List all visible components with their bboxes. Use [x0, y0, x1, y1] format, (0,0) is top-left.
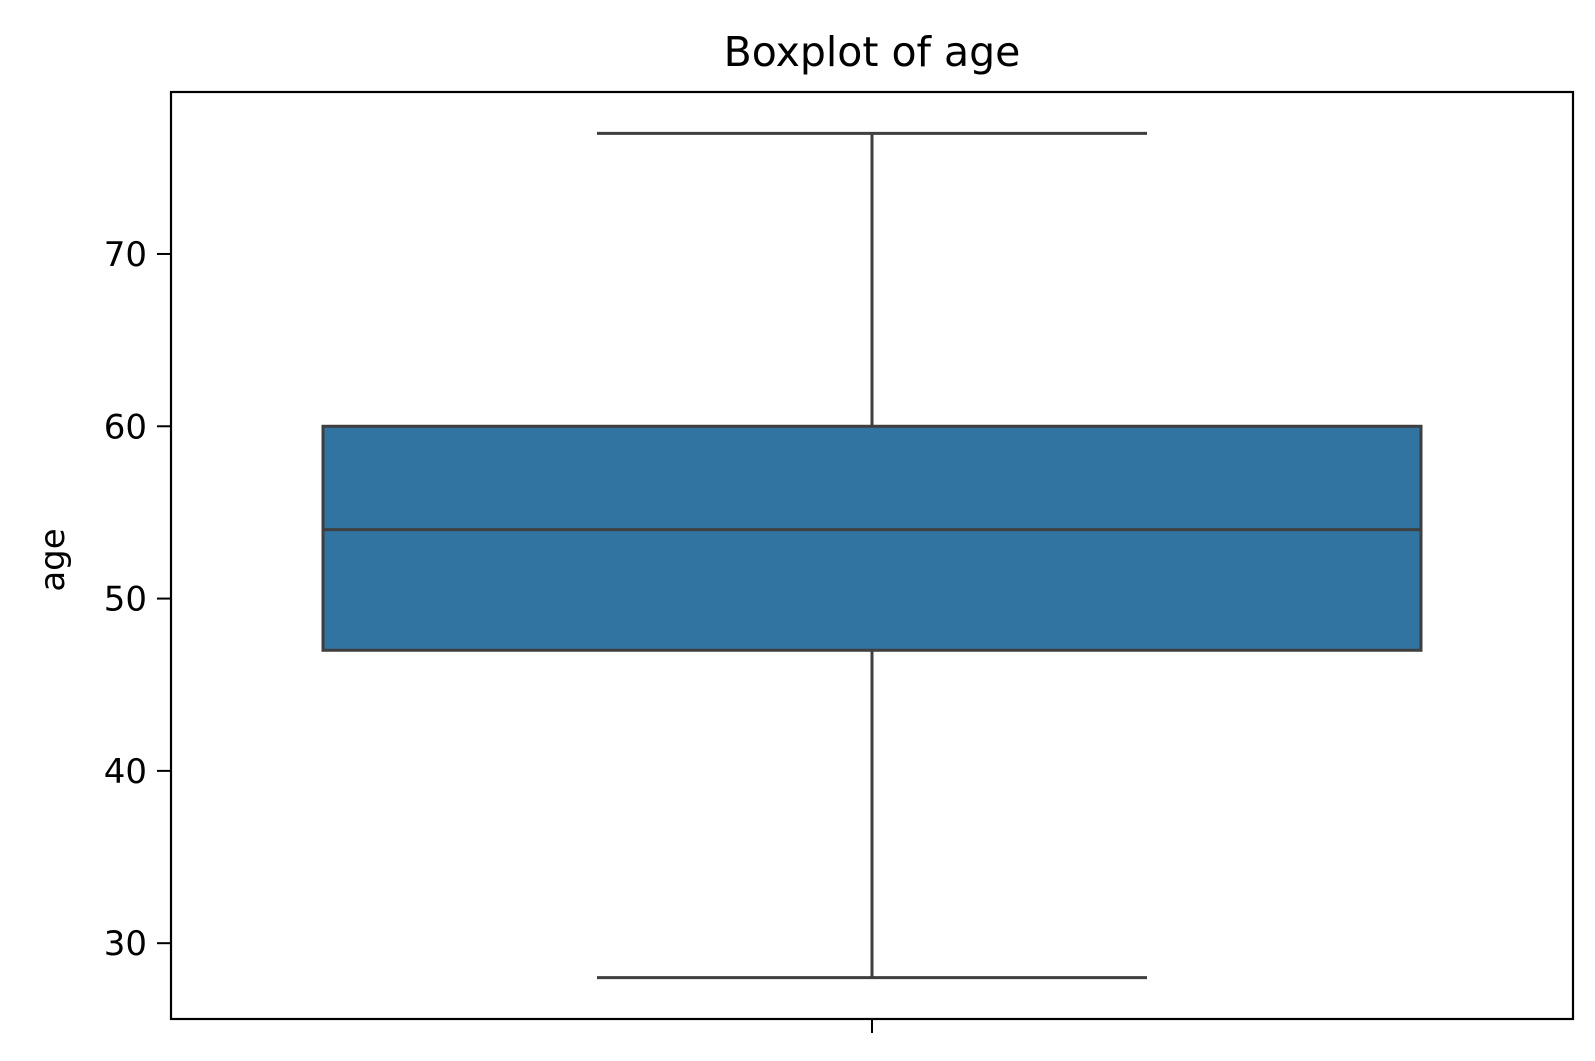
y-tick-label: 50	[104, 580, 147, 620]
interquartile-box	[321, 424, 1423, 652]
y-tick-label: 40	[104, 752, 147, 792]
y-tick-label: 70	[104, 235, 147, 275]
chart-title: Boxplot of age	[724, 28, 1021, 76]
y-tick-label: 30	[104, 924, 147, 964]
y-axis-ticks: 30 40 50 60 70	[104, 235, 171, 964]
y-axis-label: age	[33, 528, 73, 591]
boxplot	[321, 131, 1423, 980]
y-tick-label: 60	[104, 407, 147, 447]
